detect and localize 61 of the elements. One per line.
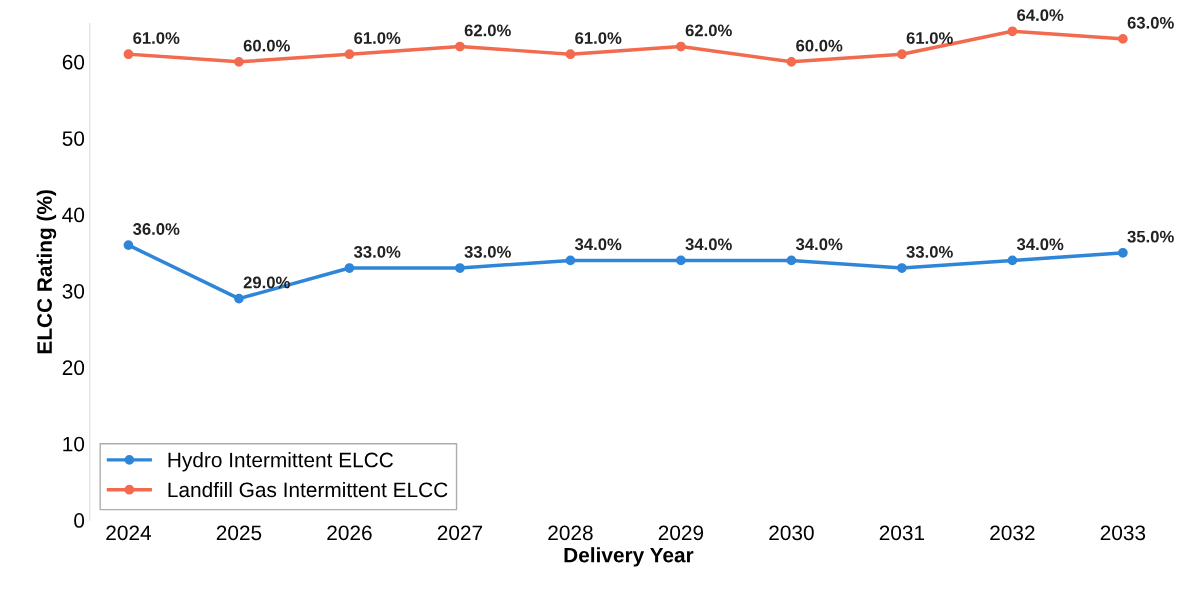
data-label: 62.0% <box>685 24 732 37</box>
y-tick-label: 10 <box>63 436 85 452</box>
point <box>455 41 465 52</box>
point <box>897 263 907 273</box>
x-tick-label: 2025 <box>216 525 262 541</box>
y-tick-label: 40 <box>62 207 85 223</box>
x-tick-label: 2027 <box>437 525 483 541</box>
point <box>123 49 134 60</box>
data-label: 33.0% <box>353 246 401 258</box>
y-tick-label: 0 <box>74 513 85 528</box>
data-label: 36.0% <box>133 223 180 235</box>
point <box>676 41 686 52</box>
data-label: 35.0% <box>1127 230 1174 243</box>
point <box>1007 255 1018 266</box>
x-tick-label: 2033 <box>1100 525 1146 541</box>
point <box>1118 34 1128 44</box>
legend-label: Hydro Intermittent ELCC <box>168 452 393 472</box>
data-label: 63.0% <box>1127 16 1174 29</box>
point <box>676 255 686 266</box>
data-label: 61.0% <box>133 32 180 44</box>
data-label: 60.0% <box>796 39 843 52</box>
point <box>786 255 797 266</box>
y-axis-title: ELCC Rating (%) <box>36 190 57 354</box>
y-tick-label: 20 <box>62 360 85 376</box>
data-label: 33.0% <box>464 246 511 258</box>
legend-label: Landfill Gas Intermittent ELCC <box>168 481 448 498</box>
data-label: 61.0% <box>575 32 622 44</box>
point <box>234 293 244 304</box>
point <box>1007 26 1018 37</box>
x-tick-label: 2032 <box>990 525 1035 541</box>
x-axis-title: Delivery Year <box>564 547 694 567</box>
x-tick-label: 2026 <box>327 525 372 541</box>
x-tick-label: 2028 <box>548 525 593 541</box>
point <box>123 240 134 250</box>
data-label: 34.0% <box>795 238 843 251</box>
data-label: 34.0% <box>574 238 622 251</box>
data-label: 62.0% <box>464 24 511 37</box>
point <box>344 49 355 60</box>
x-tick-label: 2031 <box>879 525 925 541</box>
x-tick-label: 2030 <box>769 525 814 541</box>
y-tick-label: 60 <box>62 54 85 70</box>
point <box>565 255 576 266</box>
point <box>344 263 355 273</box>
point <box>1118 247 1128 258</box>
point <box>234 56 244 67</box>
y-tick-label: 30 <box>62 283 85 299</box>
y-tick-label: 50 <box>62 131 85 146</box>
x-tick-label: 2029 <box>658 525 704 541</box>
data-label: 60.0% <box>243 39 290 52</box>
data-label: 29.0% <box>243 276 290 289</box>
point <box>786 56 797 67</box>
data-label: 34.0% <box>685 238 732 251</box>
point <box>455 263 465 273</box>
x-tick-label: 2024 <box>106 525 152 541</box>
data-label: 33.0% <box>906 246 953 258</box>
data-label: 61.0% <box>354 32 401 44</box>
data-label: 64.0% <box>1017 9 1064 22</box>
point <box>897 49 907 60</box>
data-label: 34.0% <box>1016 238 1064 251</box>
data-label: 61.0% <box>906 32 953 44</box>
point <box>565 49 576 60</box>
